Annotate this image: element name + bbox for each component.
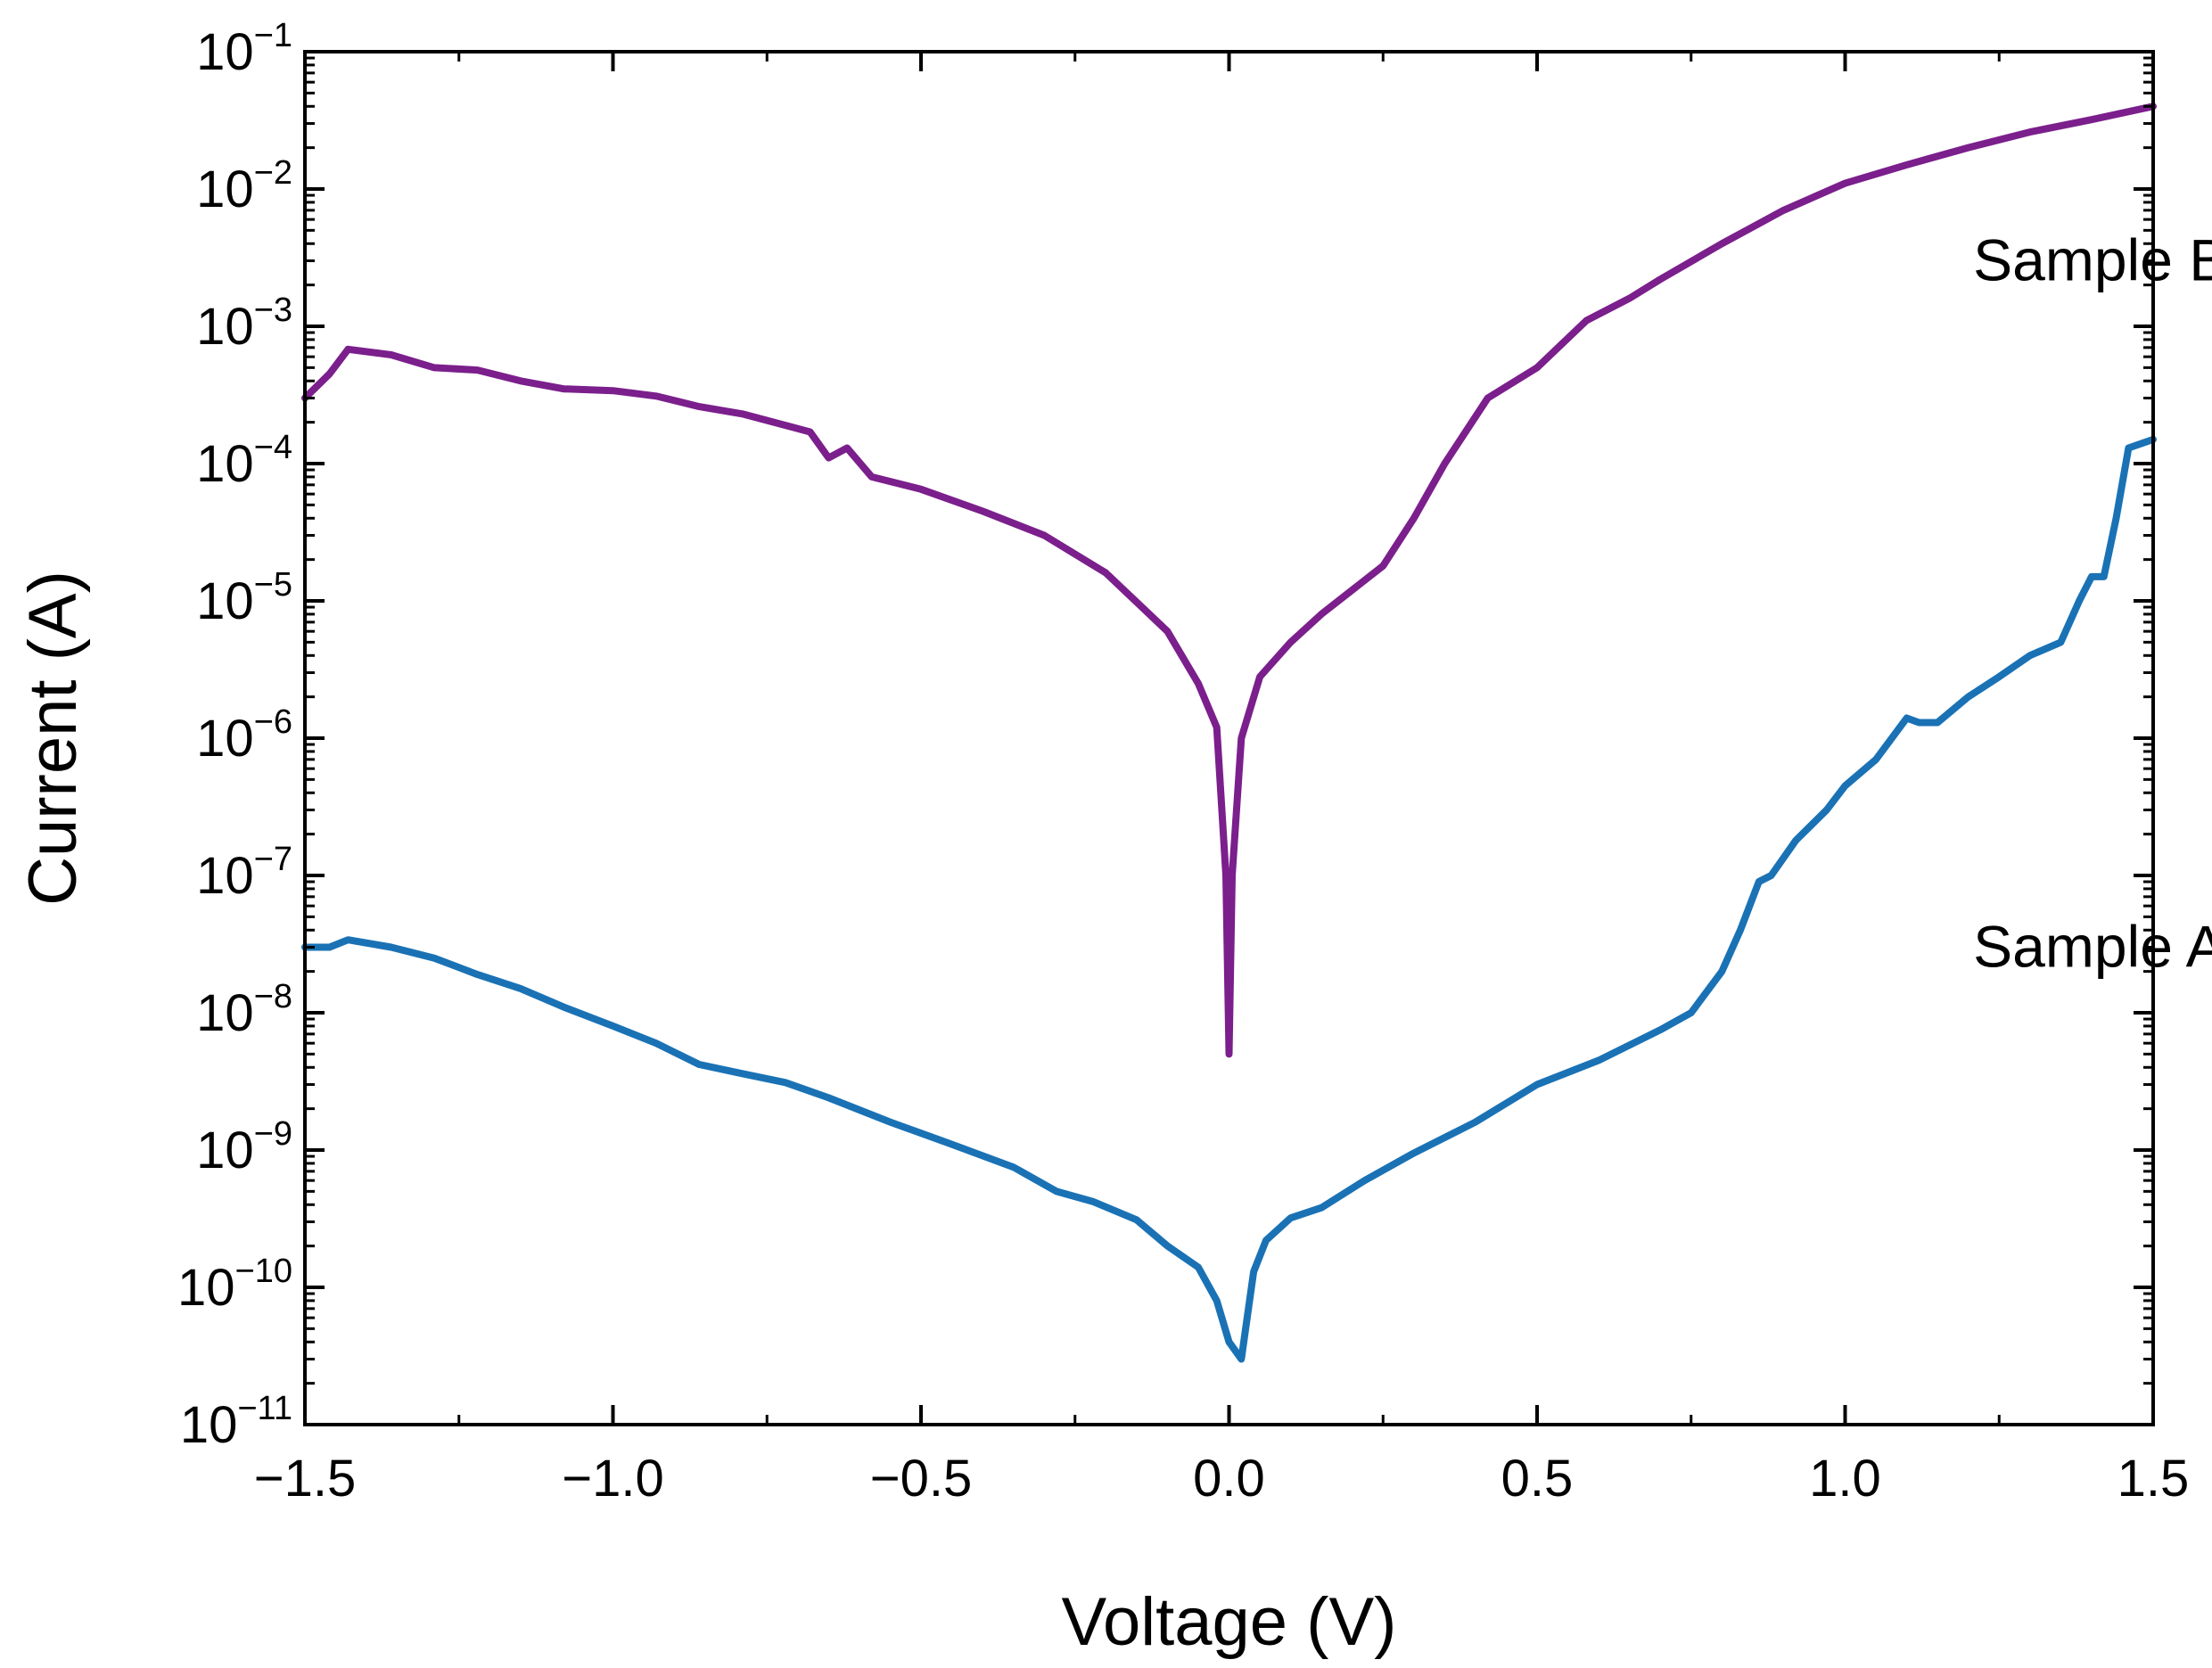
x-tick-label: 0.0 xyxy=(1193,1450,1265,1508)
y-tick-label: 10−5 xyxy=(196,566,292,630)
x-tick-label: 1.0 xyxy=(1809,1450,1881,1508)
y-tick-label: 10−7 xyxy=(196,841,292,905)
y-tick-label: 10−10 xyxy=(177,1253,292,1317)
sample-b-label: Sample B xyxy=(1973,227,2212,293)
y-tick-label: 10−2 xyxy=(196,154,292,218)
y-tick-label: 10−8 xyxy=(196,978,292,1042)
x-tick-label: 0.5 xyxy=(1501,1450,1574,1508)
x-tick-label: −1.0 xyxy=(562,1450,664,1508)
y-tick-label: 10−6 xyxy=(196,703,292,768)
y-tick-label: 10−4 xyxy=(196,429,292,493)
x-axis-title: Voltage (V) xyxy=(1062,1584,1397,1660)
series-labels: Sample B Sample A xyxy=(1973,227,2212,980)
y-tick-label: 10−11 xyxy=(180,1390,292,1454)
x-tick-label: 1.5 xyxy=(2117,1450,2190,1508)
x-tick-label: −0.5 xyxy=(870,1450,973,1508)
sample-b-line xyxy=(301,103,2157,1058)
y-axis-ticks: 10−1 10−2 10−3 10−4 10−5 10−6 10−7 10−8 10−9 10−1… xyxy=(177,17,2153,1454)
y-tick-label: 10−1 xyxy=(196,17,292,81)
y-tick-label: 10−3 xyxy=(196,292,292,356)
x-axis-ticks: −1.5 −1.0 −0.5 0.0 0.5 1.0 1.5 xyxy=(254,52,2190,1508)
plot-lines xyxy=(301,103,2157,1363)
sample-a-label: Sample A xyxy=(1973,914,2212,980)
plot-frame xyxy=(303,50,2155,1426)
sample-a-line xyxy=(301,435,2157,1363)
y-axis-title: Current (A) xyxy=(15,571,91,906)
x-tick-label: −1.5 xyxy=(254,1450,357,1508)
y-tick-label: 10−9 xyxy=(196,1115,292,1179)
